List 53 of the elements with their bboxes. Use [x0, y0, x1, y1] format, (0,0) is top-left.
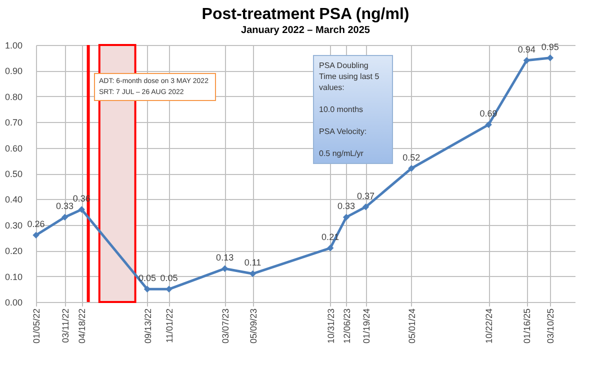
- x-tick-label: 10/22/24: [484, 308, 494, 344]
- data-label: 0.95: [541, 42, 559, 52]
- point: [221, 265, 228, 272]
- y-tick-label: 0.70: [4, 118, 22, 128]
- point: [326, 244, 334, 252]
- x-tick-label: 12/06/23: [342, 308, 352, 344]
- data-label: 0.05: [160, 273, 178, 284]
- y-tick-label: 0.50: [4, 169, 22, 179]
- data-label: 0.33: [56, 201, 74, 212]
- data-label: 0.11: [244, 258, 262, 268]
- y-tick-label: 0.60: [4, 143, 22, 154]
- y-tick-label: 0.90: [4, 66, 22, 76]
- point: [32, 232, 40, 239]
- x-tick-label: 10/31/23: [326, 308, 336, 344]
- x-tick-label: 11/01/22: [164, 308, 174, 343]
- point: [166, 286, 172, 293]
- chart-subtitle: January 2022 – March 2025: [241, 25, 370, 36]
- point: [408, 165, 415, 172]
- x-tick-label: 05/01/24: [406, 308, 417, 344]
- data-label: 0.26: [27, 219, 45, 230]
- y-tick-label: 0.30: [4, 220, 22, 230]
- y-tick-label: 0.00: [4, 298, 22, 308]
- y-tick-label: 0.20: [4, 246, 22, 256]
- data-label: 0.52: [402, 152, 420, 162]
- x-tick-label: 09/13/22: [142, 308, 153, 344]
- y-tick-label: 0.10: [4, 272, 22, 282]
- y-tick-label: 0.40: [4, 194, 22, 205]
- x-tick-label: 03/10/25: [546, 308, 556, 344]
- point: [523, 57, 530, 64]
- x-tick-label: 04/18/22: [77, 308, 88, 344]
- y-tick-label: 0.80: [4, 92, 22, 102]
- x-tick-label: 01/05/22: [32, 308, 42, 344]
- x-tick-label: 01/19/24: [361, 308, 372, 344]
- data-label: 0.94: [518, 44, 536, 54]
- point: [144, 286, 151, 293]
- point: [362, 204, 370, 210]
- x-tick-label: 03/11/22: [60, 308, 70, 343]
- x-tick-label: 03/07/23: [220, 308, 230, 344]
- point: [61, 214, 68, 221]
- x-tick-label: 05/09/23: [248, 308, 258, 344]
- data-label: 0.05: [138, 273, 156, 284]
- x-tick-label: 01/16/25: [522, 308, 532, 344]
- point: [546, 54, 554, 62]
- y-tick-label: 1.00: [4, 40, 22, 50]
- point: [485, 121, 492, 128]
- data-label: 0.13: [216, 252, 234, 263]
- data-label: 0.37: [357, 190, 375, 201]
- data-label: 0.33: [338, 201, 356, 212]
- point: [342, 214, 350, 221]
- text: PSA Doubling Time using last 5 values: 10.0 months PSA Velocity: 0.5 ng/mL/yr: [319, 61, 380, 158]
- point: [249, 270, 256, 278]
- point: [78, 206, 86, 213]
- chart-title: Post-treatment PSA (ng/ml): [202, 6, 410, 23]
